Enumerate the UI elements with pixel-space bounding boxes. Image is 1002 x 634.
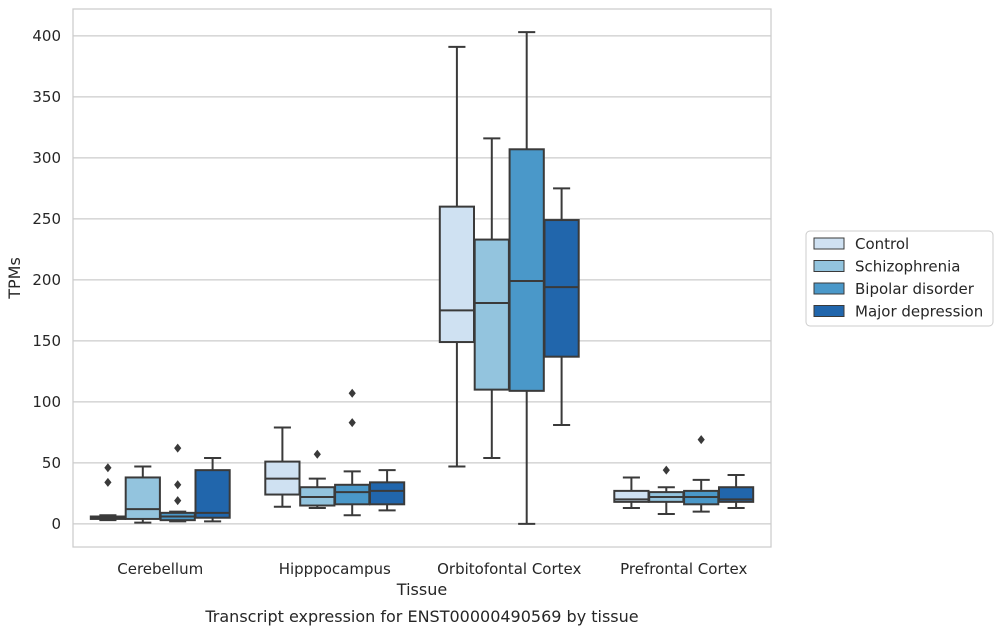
y-axis-title: TPMs bbox=[5, 257, 24, 300]
box-body bbox=[334, 483, 371, 506]
x-axis-ticks: Cerebellum Hipppocampus Orbitofontal Corte… bbox=[117, 560, 747, 578]
legend-label: Schizophrenia bbox=[855, 258, 960, 276]
box-bipolar-disorder bbox=[508, 31, 545, 525]
legend-swatch bbox=[813, 260, 845, 272]
outlier-point bbox=[348, 418, 356, 428]
chart-caption: Transcript expression for ENST0000049056… bbox=[204, 607, 638, 626]
legend-swatch bbox=[813, 282, 845, 295]
legend-item: Schizophrenia bbox=[813, 258, 960, 276]
outlier-point bbox=[348, 388, 356, 398]
legend-label: Bipolar disorder bbox=[855, 280, 975, 298]
x-tick-label: Orbitofontal Cortex bbox=[437, 560, 581, 578]
box-body bbox=[194, 469, 231, 519]
box-body bbox=[473, 238, 510, 391]
outlier-point bbox=[104, 463, 112, 473]
x-tick-label: Hipppocampus bbox=[279, 560, 391, 578]
legend-frame bbox=[805, 230, 994, 327]
box-major-depression bbox=[368, 469, 406, 512]
box-major-depression bbox=[194, 456, 231, 523]
box-bipolar-disorder bbox=[159, 443, 196, 523]
y-tick-label: 150 bbox=[32, 332, 61, 350]
y-tick-label: 300 bbox=[32, 149, 61, 167]
legend-label: Major depression bbox=[855, 303, 983, 321]
box-bipolar-disorder bbox=[334, 388, 371, 517]
y-axis-ticks: 0 50 100 150 200 250 300 350 400 bbox=[32, 27, 61, 533]
box-control bbox=[264, 426, 301, 508]
box-major-depression bbox=[717, 474, 755, 509]
box-control bbox=[438, 45, 476, 468]
legend-item: Major depression bbox=[813, 303, 983, 321]
y-tick-label: 400 bbox=[32, 27, 61, 45]
box-schizophrenia bbox=[299, 449, 336, 509]
outlier-point bbox=[104, 477, 112, 487]
legend: Control Schizophrenia Bipolar disorder Majo… bbox=[805, 230, 994, 327]
legend-items: Control Schizophrenia Bipolar disorder Majo… bbox=[813, 235, 983, 321]
box-body bbox=[438, 205, 476, 344]
legend-label: Control bbox=[855, 235, 909, 253]
outlier-point bbox=[662, 465, 670, 475]
y-tick-label: 350 bbox=[32, 88, 61, 106]
y-tick-label: 100 bbox=[32, 393, 61, 411]
box-body bbox=[543, 219, 580, 358]
box-schizophrenia bbox=[648, 465, 685, 516]
outlier-point bbox=[313, 449, 321, 459]
box-plot-area bbox=[89, 31, 755, 525]
box-bipolar-disorder bbox=[683, 435, 720, 513]
box-body bbox=[368, 481, 406, 506]
box-schizophrenia bbox=[124, 465, 161, 524]
box-body bbox=[508, 148, 545, 392]
box-control bbox=[613, 476, 650, 509]
y-tick-label: 250 bbox=[32, 210, 61, 228]
legend-item: Bipolar disorder bbox=[813, 280, 975, 298]
legend-swatch bbox=[813, 237, 845, 250]
box-major-depression bbox=[543, 187, 580, 427]
box-body bbox=[717, 486, 755, 503]
grid-lines bbox=[73, 35, 771, 525]
x-axis-title: Tissue bbox=[396, 580, 447, 599]
box-schizophrenia bbox=[473, 137, 510, 459]
y-tick-label: 50 bbox=[42, 454, 61, 472]
box-control bbox=[89, 463, 127, 522]
plot-frame bbox=[72, 8, 772, 548]
box-body bbox=[124, 476, 161, 520]
legend-item: Control bbox=[813, 235, 909, 253]
legend-swatch bbox=[813, 305, 845, 317]
x-tick-label: Cerebellum bbox=[117, 560, 203, 578]
outlier-point bbox=[174, 496, 182, 506]
x-tick-label: Prefrontal Cortex bbox=[620, 560, 747, 578]
outlier-point bbox=[174, 480, 182, 490]
y-tick-label: 0 bbox=[51, 515, 61, 533]
outlier-point bbox=[174, 443, 182, 453]
y-tick-label: 200 bbox=[32, 271, 61, 289]
outlier-point bbox=[697, 435, 705, 445]
